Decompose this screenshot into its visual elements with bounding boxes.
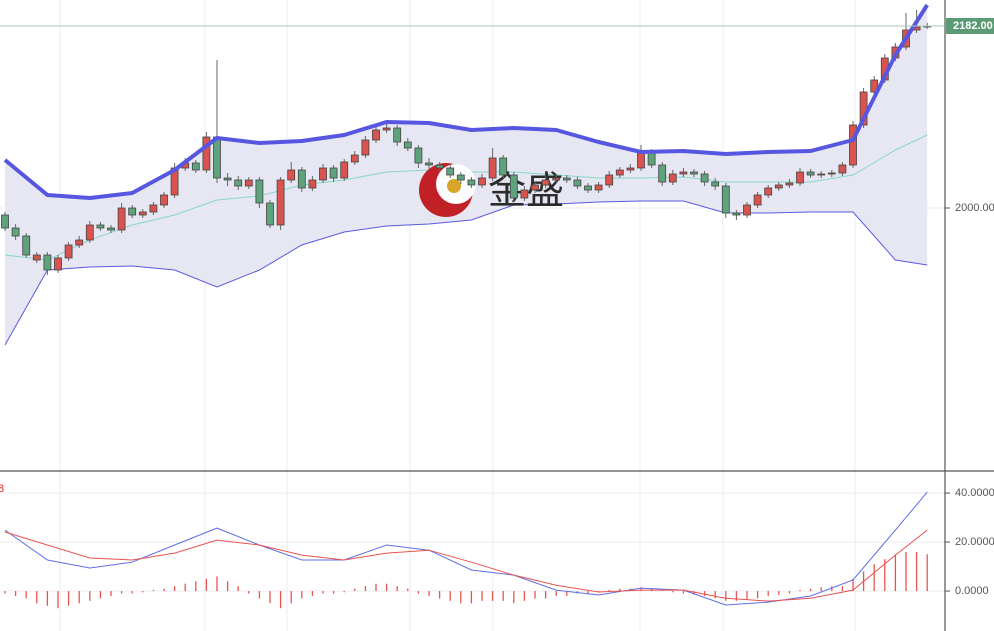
candle-body: [287, 169, 296, 181]
candle-body: [509, 174, 518, 199]
candle-body: [266, 202, 274, 226]
candle-body: [149, 204, 158, 213]
last-price-box: [946, 18, 994, 34]
candle-body: [817, 173, 826, 176]
candle-body: [382, 127, 391, 131]
candle-body: [435, 164, 444, 169]
y-tick-label: 2000.00: [955, 202, 994, 214]
macd-line: [4, 529, 928, 602]
y-tick-label: 40.0000: [955, 487, 994, 499]
candle-body: [213, 136, 221, 179]
candle-body: [308, 179, 317, 189]
candle-body: [753, 194, 762, 206]
candle-body: [244, 179, 253, 187]
candle-body: [552, 177, 561, 181]
candle-body: [785, 182, 794, 186]
candle-body: [658, 164, 667, 183]
candle-body: [255, 179, 264, 204]
candle-body: [456, 174, 465, 181]
indicator-label: 8: [0, 483, 4, 495]
candle-body: [372, 129, 380, 141]
candle-body: [43, 254, 52, 271]
candle-body: [64, 244, 73, 259]
candle-body: [107, 227, 115, 231]
candle-body: [403, 141, 412, 149]
candle-body: [96, 224, 105, 229]
candle-body: [668, 173, 677, 183]
candle-body: [467, 179, 476, 186]
candle-body: [615, 169, 624, 176]
candle-body: [626, 167, 635, 171]
candle-body: [361, 139, 370, 156]
candle-body: [414, 147, 423, 164]
candle-body: [541, 179, 550, 186]
candle-body: [679, 171, 688, 175]
candle-body: [276, 179, 285, 226]
candle-body: [764, 187, 773, 196]
candle-body: [223, 177, 232, 181]
candle-body: [11, 227, 20, 237]
candle-body: [191, 162, 200, 171]
candle-body: [573, 179, 582, 187]
candle-body: [234, 179, 243, 187]
candle-body: [774, 184, 783, 189]
candle-body: [870, 79, 879, 93]
candle-body: [340, 161, 349, 179]
candle-body: [138, 211, 147, 216]
candle-body: [743, 204, 751, 216]
candle-body: [838, 164, 847, 174]
candle-body: [393, 127, 402, 143]
candle-body: [297, 169, 306, 189]
candle-body: [605, 174, 614, 186]
candle-body: [827, 172, 836, 175]
candle-body: [562, 177, 571, 181]
candle-body: [732, 212, 741, 216]
candle-body: [700, 173, 709, 183]
candle-body: [202, 136, 211, 171]
candle-body: [647, 151, 656, 166]
candle-body: [584, 185, 592, 191]
candle-body: [1, 214, 9, 229]
candle-body: [22, 235, 31, 256]
candle-body: [117, 207, 126, 231]
candle-body: [54, 257, 62, 271]
candle-body: [329, 167, 338, 179]
candle-body: [478, 177, 486, 186]
lower-band: [4, 200, 928, 346]
candle-body: [319, 167, 327, 181]
y-tick-label: 0.0000: [955, 585, 989, 597]
macd-line: [4, 491, 928, 606]
upper-band: [3, 3, 929, 200]
candle-body: [85, 224, 94, 241]
candle-body: [520, 189, 529, 199]
candle-body: [849, 124, 857, 166]
candle-body: [499, 157, 508, 176]
candle-body: [721, 185, 730, 214]
candle-body: [446, 167, 455, 176]
candle-body: [425, 162, 433, 166]
candle-body: [160, 194, 168, 206]
candle-body: [128, 207, 137, 216]
candle-body: [796, 171, 804, 184]
y-tick-label: 20.0000: [955, 536, 994, 548]
candle-body: [637, 151, 645, 169]
candle-body: [32, 254, 41, 261]
candle-body: [75, 239, 84, 246]
candle-body: [531, 184, 539, 191]
candle-body: [594, 184, 603, 191]
candle-body: [711, 181, 720, 187]
candle-body: [690, 171, 698, 175]
candle-body: [350, 154, 359, 163]
watermark-logo-dot: [447, 179, 461, 193]
vertical-grid: [59, 0, 856, 631]
last-price-label: 2182.00: [953, 20, 993, 32]
candle-body: [488, 157, 497, 179]
candle-body: [806, 171, 815, 176]
